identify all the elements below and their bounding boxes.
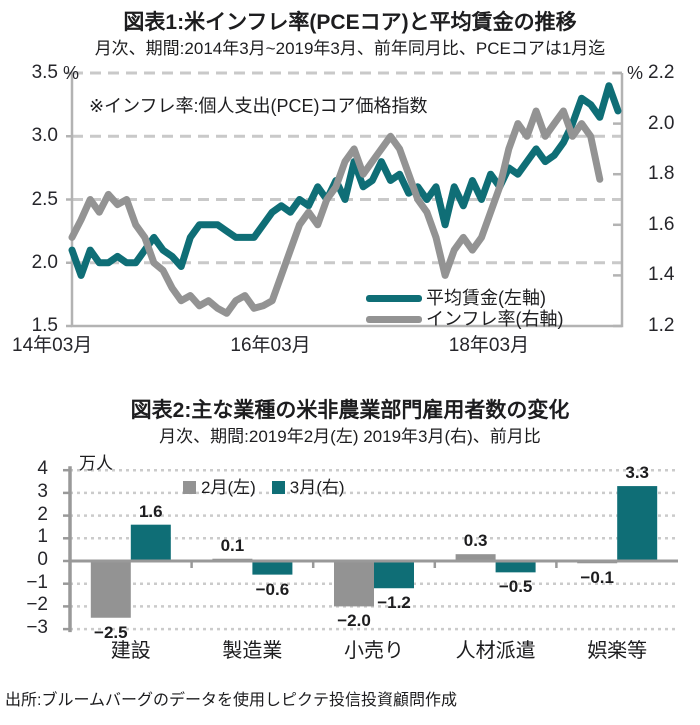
wage-legend-label: 平均賃金(左軸) — [426, 288, 546, 308]
chart2-title: 図表2:主な業種の米非農業部門雇用者数の変化 — [130, 399, 570, 422]
inflation-line-swatch — [366, 315, 422, 323]
chart2-category-label: 人材派遣 — [455, 640, 536, 662]
mar-bar-swatch — [271, 481, 285, 494]
source-note: 出所:ブルームバーグのデータを使用しピクテ投信投資顧問作成 — [5, 692, 457, 709]
bar-value-label: 0.3 — [463, 531, 488, 551]
chart1-right-axis-unit: % — [627, 63, 644, 83]
feb-bar-swatch — [183, 481, 196, 494]
chart2-y-tick: 1 — [37, 526, 48, 548]
feb-legend-label: 2月(左) — [201, 478, 256, 497]
chart1-note: ※インフレ率:個人支出(PCE)コア価格指数 — [89, 96, 428, 116]
chart1-x-tick: 14年03月 — [12, 335, 93, 356]
chart2-legend-item-mar: 3月(右) — [271, 478, 345, 497]
chart1-subtitle: 月次、期間:2014年3月~2019年3月、前年同月比、PCEコアは1月迄 — [94, 39, 606, 58]
mar-legend-label: 3月(右) — [289, 478, 345, 497]
chart2-y-tick: −1 — [26, 571, 48, 593]
inflation-legend-label: インフレ率(右軸) — [426, 309, 564, 329]
chart2-category-label: 建設 — [110, 640, 151, 662]
chart2-y-tick: 2 — [37, 503, 48, 525]
chart1-left-tick: 3.0 — [31, 125, 58, 147]
chart1-legend-item-inflation: インフレ率(右軸) — [366, 310, 563, 328]
chart1-left-tick: 2.5 — [31, 188, 58, 210]
chart2-category-label: 小売り — [344, 640, 404, 662]
chart2-y-tick: 3 — [37, 480, 48, 502]
bar-value-label: −1.2 — [377, 593, 411, 613]
chart1-right-tick: 2.2 — [648, 62, 675, 83]
chart2-category-label: 製造業 — [222, 640, 283, 662]
chart2-legend-item-feb: 2月(左) — [183, 479, 256, 496]
chart1-left-tick: 1.5 — [31, 315, 58, 336]
chart2-subtitle: 月次、期間:2019年2月(左) 2019年3月(右)、前月比 — [159, 427, 541, 446]
chart2-y-tick: 4 — [37, 458, 48, 480]
chart2-y-tick: −2 — [26, 594, 48, 616]
chart2-legend: 2月(左) 3月(右) — [183, 479, 345, 496]
chart1-legend: 平均賃金(左軸) インフレ率(右軸) — [366, 289, 563, 328]
chart1-left-axis-unit: % — [63, 63, 80, 83]
bar-value-label: −0.1 — [580, 568, 614, 588]
bar-value-label: −2.0 — [337, 611, 371, 631]
chart1-title: 図表1:米インフレ率(PCEコア)と平均賃金の推移 — [123, 11, 577, 34]
wage-line-swatch — [366, 294, 422, 302]
chart1-x-tick: 18年03月 — [448, 335, 530, 356]
bar-value-label: −0.6 — [255, 579, 290, 599]
chart1-legend-item-wage: 平均賃金(左軸) — [366, 289, 563, 307]
chart1-left-tick: 3.5 — [31, 62, 58, 83]
bar-value-label: 3.3 — [625, 463, 649, 483]
chart2-y-tick: −3 — [26, 617, 48, 639]
chart1-right-tick: 1.2 — [648, 315, 675, 336]
chart1-right-tick: 1.4 — [648, 264, 675, 286]
chart2-y-tick: 0 — [37, 549, 48, 570]
chart1-right-tick: 1.8 — [648, 163, 675, 185]
bar-value-label: −0.5 — [498, 577, 533, 597]
bar-value-label: 0.1 — [220, 535, 245, 555]
chart1-x-tick: 16年03月 — [230, 335, 311, 356]
chart2-category-label: 娯楽等 — [587, 640, 648, 662]
chart2-axis-unit-label: 万人 — [79, 454, 113, 473]
chart1-right-tick: 1.6 — [648, 213, 675, 235]
chart1-right-tick: 2.0 — [648, 112, 675, 134]
chart1-left-tick: 2.0 — [31, 251, 58, 273]
bar-value-label: −2.5 — [94, 622, 128, 642]
bar-value-label: 1.6 — [138, 501, 163, 521]
